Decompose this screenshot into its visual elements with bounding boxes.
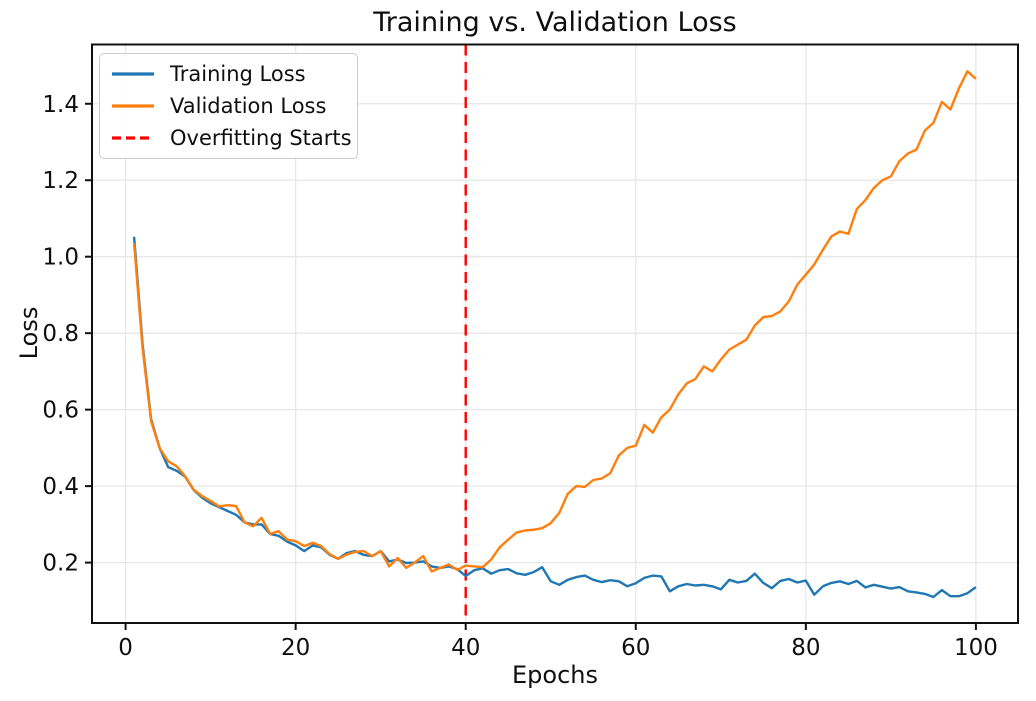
legend-item-overfitting-starts: Overfitting Starts (100, 122, 357, 154)
y-tick-label: 1.0 (42, 245, 79, 271)
legend-item-training-loss: Training Loss (100, 58, 357, 90)
x-tick-label: 20 (281, 635, 310, 661)
x-tick-label: 40 (451, 635, 480, 661)
chart-title: Training vs. Validation Loss (373, 7, 737, 38)
y-tick-label: 0.8 (42, 321, 79, 347)
y-tick-label: 1.4 (42, 92, 79, 118)
y-tick-label: 0.4 (42, 474, 79, 500)
x-tick-label: 100 (954, 635, 998, 661)
legend-item-validation-loss: Validation Loss (100, 90, 357, 122)
x-tick-label: 60 (621, 635, 650, 661)
y-tick-label: 1.2 (42, 168, 79, 194)
x-tick-label: 0 (118, 635, 133, 661)
overfitting-dashed-line-sample (112, 136, 154, 140)
x-tick-label: 80 (791, 635, 820, 661)
training-loss-line (132, 236, 977, 599)
validation-loss-line-sample (112, 104, 154, 108)
legend: Training Loss Validation Loss Overfittin… (99, 53, 358, 159)
y-tick-label: 0.2 (42, 551, 79, 577)
y-axis-label: Loss (15, 306, 43, 360)
legend-item-label: Overfitting Starts (170, 125, 352, 150)
legend-item-label: Training Loss (170, 61, 306, 86)
legend-item-label: Validation Loss (170, 93, 327, 118)
validation-loss-line (132, 70, 977, 573)
training-loss-line-sample (112, 72, 154, 76)
x-axis-label: Epochs (512, 661, 598, 689)
y-tick-label: 0.6 (42, 398, 79, 424)
